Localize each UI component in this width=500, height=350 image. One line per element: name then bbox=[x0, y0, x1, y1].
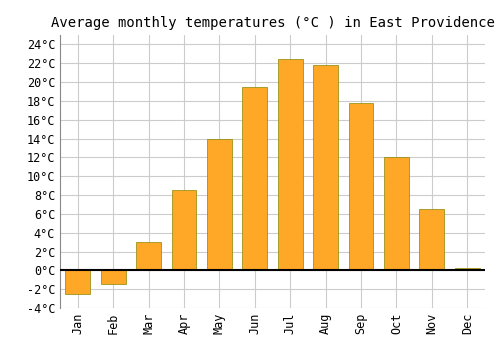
Bar bbox=[313, 65, 338, 270]
Bar bbox=[66, 270, 90, 294]
Bar bbox=[207, 139, 232, 270]
Bar bbox=[100, 270, 126, 285]
Title: Average monthly temperatures (°C ) in East Providence: Average monthly temperatures (°C ) in Ea… bbox=[50, 16, 494, 30]
Bar bbox=[348, 103, 374, 270]
Bar bbox=[172, 190, 196, 270]
Bar bbox=[136, 242, 161, 270]
Bar bbox=[242, 87, 267, 270]
Bar bbox=[455, 267, 479, 270]
Bar bbox=[420, 209, 444, 270]
Bar bbox=[384, 158, 409, 270]
Bar bbox=[278, 58, 302, 270]
